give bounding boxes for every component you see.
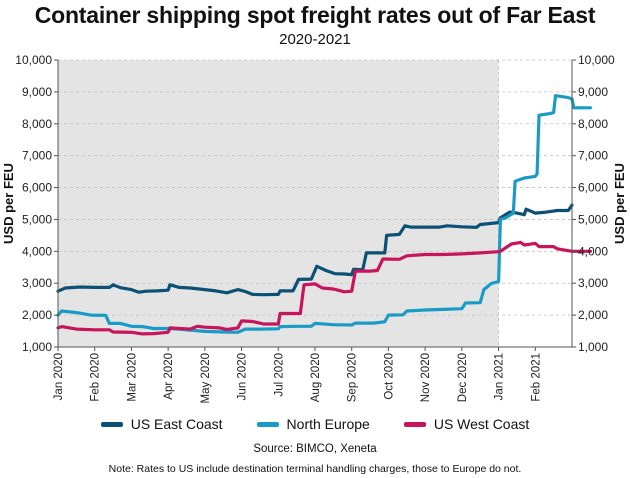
y-tick-label-left-0: 1,000	[22, 340, 52, 354]
y-tick-label-right-3: 4,000	[578, 244, 608, 258]
y-tick-label-left-5: 6,000	[22, 181, 52, 195]
legend: US East Coast North Europe US West Coast	[0, 416, 630, 432]
y-tick-label-right-8: 9,000	[578, 85, 608, 99]
x-tick-label-13: Feb 2021	[530, 353, 542, 402]
x-tick-label-12: Jan 2021	[494, 353, 506, 400]
chart-title: Container shipping spot freight rates ou…	[34, 2, 596, 28]
legend-item-us-east-coast: US East Coast	[100, 416, 223, 432]
y-tick-label-right-9: 10,000	[578, 53, 615, 67]
y-tick-label-right-7: 8,000	[578, 117, 608, 131]
y-axis-title-right: USD per FEU	[612, 163, 627, 244]
x-tick-label-6: Jul 2020	[273, 353, 285, 396]
legend-swatch-north-europe	[256, 421, 279, 427]
x-tick-label-5: Jun 2020	[237, 353, 249, 400]
y-tick-label-left-8: 9,000	[22, 85, 52, 99]
legend-item-us-west-coast: US West Coast	[403, 416, 530, 432]
y-tick-label-left-2: 3,000	[22, 276, 52, 290]
y-tick-label-left-1: 2,000	[22, 308, 52, 322]
legend-item-north-europe: North Europe	[256, 416, 370, 432]
y-tick-label-left-9: 10,000	[15, 53, 52, 67]
legend-swatch-us-east-coast	[100, 421, 123, 427]
x-tick-label-0: Jan 2020	[53, 353, 65, 400]
series-line-us-west-coast	[56, 240, 592, 336]
y-tick-label-right-2: 3,000	[578, 276, 608, 290]
x-tick-label-4: May 2020	[200, 353, 212, 404]
shaded-region-2020	[58, 60, 499, 347]
y-tick-label-right-4: 5,000	[578, 212, 608, 226]
chart-subtitle: 2020-2021	[279, 31, 351, 48]
source-text: Source: BIMCO, Xeneta	[253, 443, 377, 455]
x-tick-label-10: Nov 2020	[420, 353, 432, 402]
y-tick-label-left-6: 7,000	[22, 149, 52, 163]
y-tick-label-right-6: 7,000	[578, 149, 608, 163]
line-chart: 1,000 1,000 2,000 2,000 3,000 3,000 4,000 4,000…	[1, 53, 627, 404]
y-tick-label-right-5: 6,000	[578, 181, 608, 195]
legend-label-north-europe: North Europe	[286, 416, 370, 432]
x-tick-label-11: Dec 2020	[457, 353, 469, 402]
series-line-north-europe	[56, 94, 592, 334]
legend-label-us-east-coast: US East Coast	[130, 416, 223, 432]
y-tick-label-left-4: 5,000	[22, 212, 52, 226]
y-axis-title-left: USD per FEU	[1, 163, 16, 244]
x-tick-label-2: Mar 2020	[126, 353, 138, 402]
legend-swatch-us-west-coast	[403, 421, 426, 427]
x-tick-label-3: Apr 2020	[163, 353, 175, 400]
y-tick-label-left-7: 8,000	[22, 117, 52, 131]
y-tick-label-left-3: 4,000	[22, 244, 52, 258]
legend-label-us-west-coast: US West Coast	[433, 416, 530, 432]
y-tick-label-right-0: 1,000	[578, 340, 608, 354]
x-tick-label-1: Feb 2020	[90, 353, 102, 402]
x-tick-label-8: Sep 2020	[347, 353, 359, 402]
y-tick-label-right-1: 2,000	[578, 308, 608, 322]
x-tick-label-7: Aug 2020	[310, 353, 322, 402]
x-tick-label-9: Oct 2020	[383, 353, 395, 400]
note-text: Note: Rates to US include destination te…	[108, 463, 522, 475]
